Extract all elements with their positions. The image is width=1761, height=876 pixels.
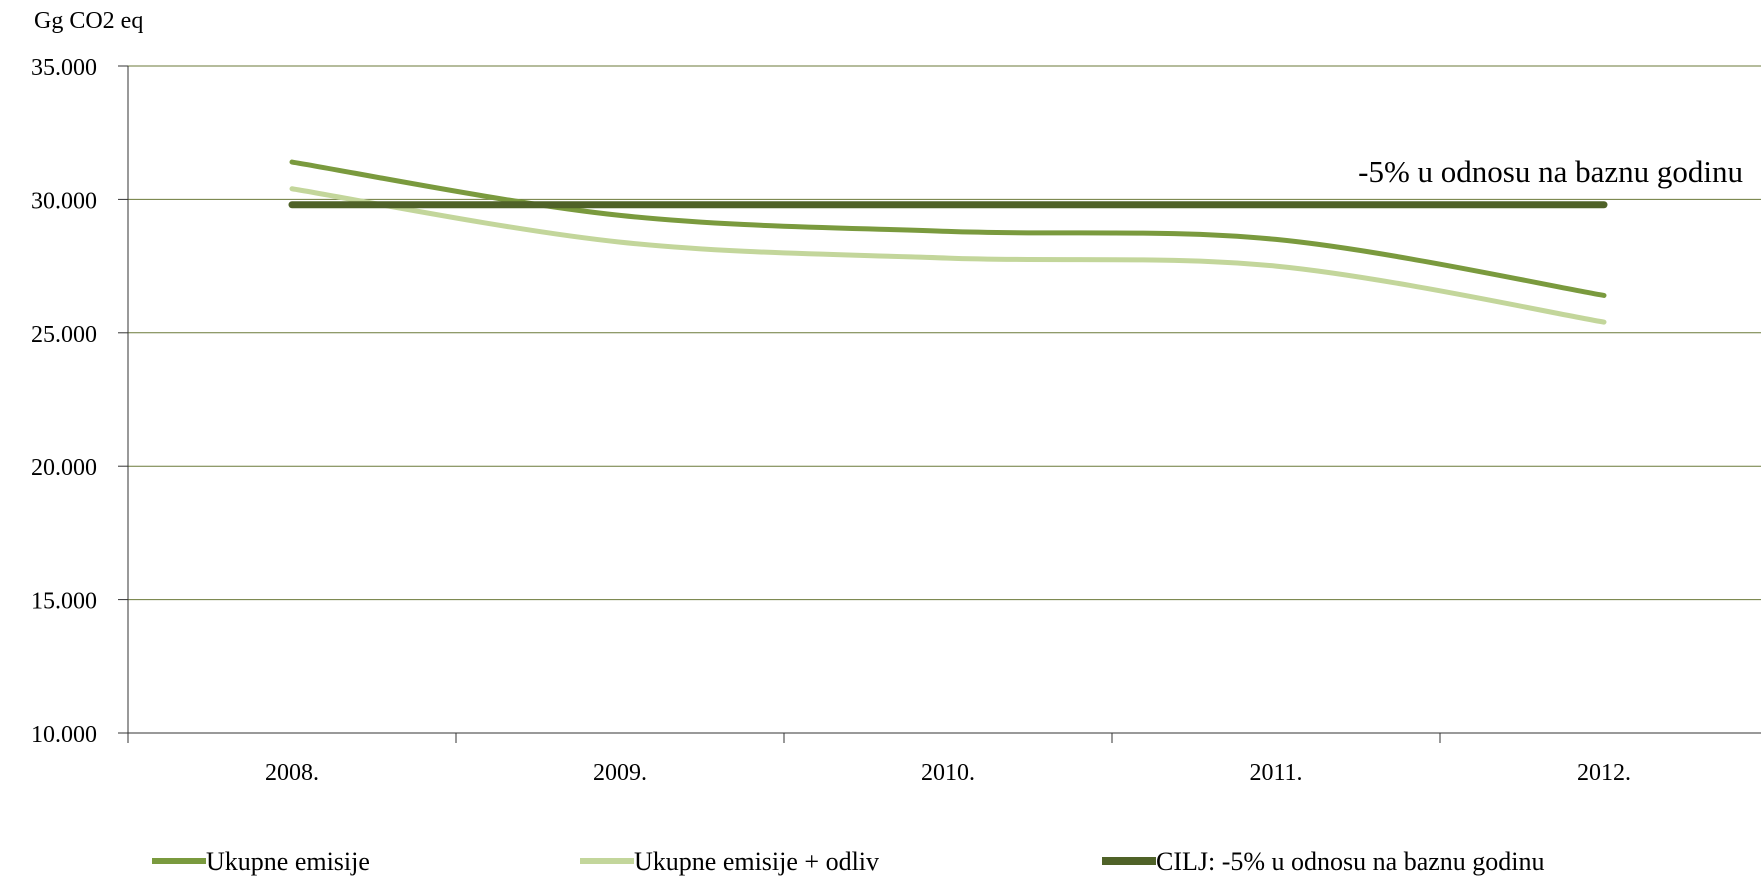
y-tick-labels: 10.000 15.000 20.000 25.000 30.000 35.000 (31, 55, 97, 748)
target-annotation: -5% u odnosu na baznu godinu (1358, 154, 1743, 189)
series-line-0 (289, 159, 1607, 298)
y-tick-label: 15.000 (31, 589, 97, 615)
gridlines (118, 65, 1761, 734)
x-tick-label: 2011. (1249, 760, 1302, 786)
axes (127, 66, 1761, 743)
y-axis-title: Gg CO2 eq (34, 8, 143, 34)
series-line-1 (289, 186, 1607, 325)
legend-label: CILJ: -5% u odnosu na baznu godinu (1156, 847, 1545, 876)
legend-label: Ukupne emisije + odliv (634, 847, 879, 876)
y-tick-label: 10.000 (31, 722, 97, 748)
y-tick-label: 25.000 (31, 322, 97, 348)
legend-label: Ukupne emisije (206, 847, 370, 876)
y-tick-label: 35.000 (31, 55, 97, 81)
y-tick-label: 30.000 (31, 188, 97, 214)
x-tick-labels: 2008. 2009. 2010. 2011. 2012. (265, 760, 1631, 786)
x-tick-label: 2010. (921, 760, 975, 786)
series-lines (288, 159, 1608, 325)
x-tick-label: 2008. (265, 760, 319, 786)
legend: Ukupne emisije Ukupne emisije + odliv CILJ… (152, 847, 1545, 876)
y-tick-label: 20.000 (31, 455, 97, 481)
x-tick-label: 2012. (1577, 760, 1631, 786)
x-tick-label: 2009. (593, 760, 647, 786)
